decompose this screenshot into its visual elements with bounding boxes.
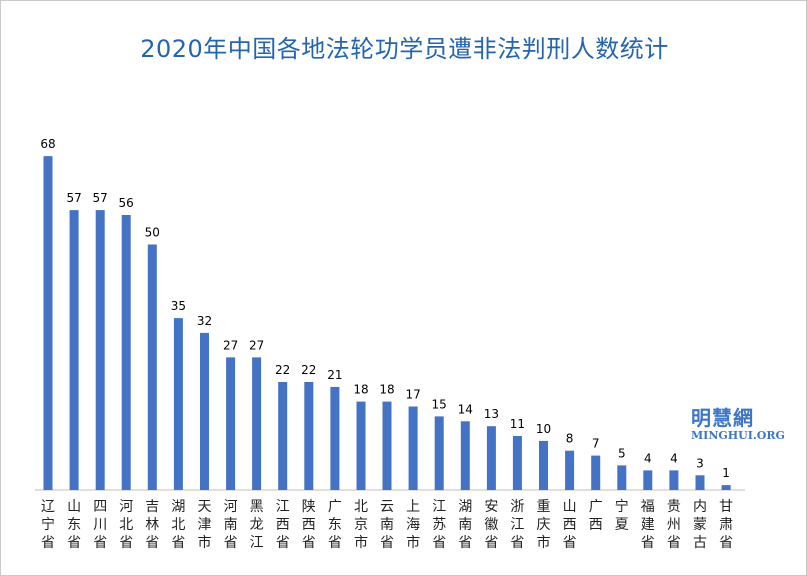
category-label: 安徽省 [484,499,498,551]
bar [121,215,131,490]
bar [147,244,157,490]
bar [95,210,105,490]
bar [695,475,705,490]
category-label: 浙江省 [510,499,524,551]
bar [382,401,392,490]
category-label: 山西省 [563,499,577,551]
bar [539,440,548,490]
category-labels-group: 辽宁省山东省四川省河北省吉林省湖北省天津市河南省黑龙江江西省陕西省广东省北京市云… [41,498,733,551]
category-label: 吉林省 [145,499,159,551]
bar [356,401,366,490]
category-label: 陕西省 [302,499,316,551]
bar [643,470,653,490]
bar-value-label: 13 [484,407,499,421]
bar-value-label: 22 [301,363,316,377]
bar [173,318,183,490]
bar-value-label: 4 [644,451,652,465]
category-label: 广西 [589,499,603,533]
bar [330,386,340,490]
bar [486,426,496,490]
bar-value-label: 17 [405,388,420,402]
chart-title: 2020年中国各地法轮功学员遭非法判刑人数统计 [140,35,669,63]
bar-value-label: 27 [249,338,264,352]
bars-group [43,156,731,491]
category-label: 福建省 [641,499,655,551]
bar-value-label: 68 [40,137,55,151]
bar-value-label: 50 [145,226,160,240]
category-label: 河南省 [224,499,238,551]
bar-value-label: 3 [696,456,704,470]
bar-value-label: 1 [722,466,730,480]
bar [252,357,262,490]
category-label: 黑龙江 [250,499,264,551]
category-label: 江苏省 [432,499,446,551]
category-label: 湖北省 [171,499,185,551]
category-label: 江西省 [276,499,290,551]
bar [408,406,418,490]
bar [200,332,209,490]
bar [69,210,79,490]
bar [617,465,627,490]
bar [721,485,731,490]
category-label: 甘肃省 [719,499,733,551]
bar-value-label: 18 [353,383,368,397]
bar [565,450,575,490]
bar-value-label: 15 [432,397,447,411]
bar [591,455,601,490]
category-label: 广东省 [328,499,342,551]
category-label: 天津市 [198,499,212,551]
bar-value-label: 21 [327,368,342,382]
bar-value-label: 57 [93,191,108,205]
bar [278,382,288,490]
bar-value-label: 4 [670,451,678,465]
bar-value-label: 27 [223,338,238,352]
minghui-logo-text: 明慧網 [691,406,754,430]
category-label: 上海市 [406,499,420,551]
bar-value-label: 11 [510,417,525,431]
bar [226,357,236,490]
category-label: 宁夏 [615,498,629,533]
category-label: 内蒙古 [693,499,707,551]
category-label: 山东省 [67,499,81,551]
bar-value-label: 8 [566,432,574,446]
bar-value-label: 10 [536,422,551,436]
bar-value-label: 7 [592,437,600,451]
category-label: 河北省 [119,499,133,551]
category-label: 辽宁省 [41,499,55,551]
category-label: 贵州省 [667,499,681,551]
bar-value-label: 56 [119,196,134,210]
bar [43,156,53,490]
bar-value-label: 22 [275,363,290,377]
bar-value-label: 57 [66,191,81,205]
category-label: 湖南省 [458,499,472,551]
bar-value-label: 14 [458,402,473,416]
bar-value-label: 18 [379,383,394,397]
category-label: 北京市 [354,499,368,551]
bar [512,436,522,490]
bar [304,382,314,490]
bar [434,416,444,491]
bar-value-label: 35 [171,299,186,313]
category-label: 四川省 [93,499,107,551]
minghui-logo-url: MINGHUI.ORG [691,429,785,442]
category-label: 云南省 [380,499,394,551]
category-label: 重庆市 [537,499,551,551]
bar-value-label: 5 [618,446,626,460]
bar-value-label: 32 [197,314,212,328]
bar [669,470,679,490]
bar [460,421,470,490]
